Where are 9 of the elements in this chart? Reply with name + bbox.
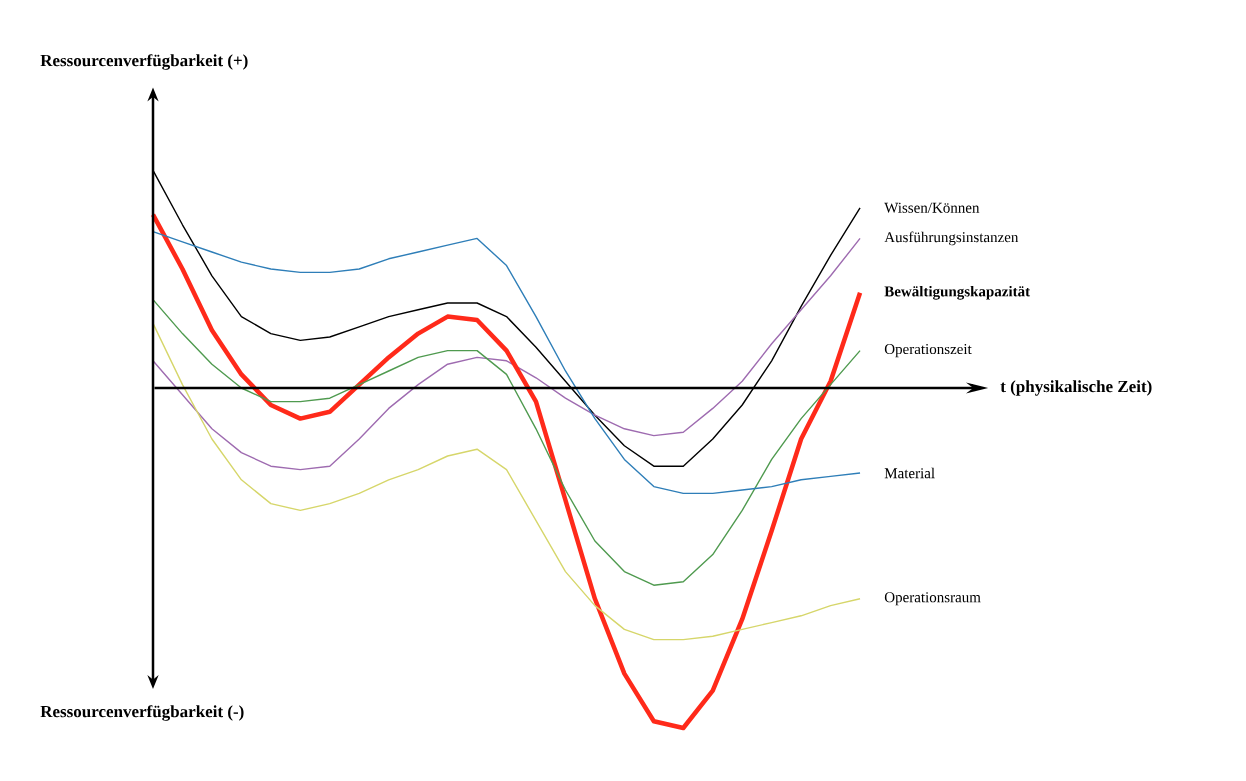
text: Ressourcenverfügbarkeit (+)	[40, 54, 248, 70]
series-label: Operationszeit	[884, 344, 972, 358]
series-label: Wissen/Können	[884, 202, 980, 213]
series-label: Bewältigungskapazität	[884, 285, 1031, 300]
annotation: Ressourcenverfügbarkeit (-)	[40, 705, 244, 721]
series-label: Ausführungsinstanzen	[884, 231, 1019, 246]
series-label: Material	[884, 467, 935, 479]
text: t (physikalische Zeit)	[1000, 380, 1152, 396]
series-label: Operationsraum	[884, 592, 981, 606]
